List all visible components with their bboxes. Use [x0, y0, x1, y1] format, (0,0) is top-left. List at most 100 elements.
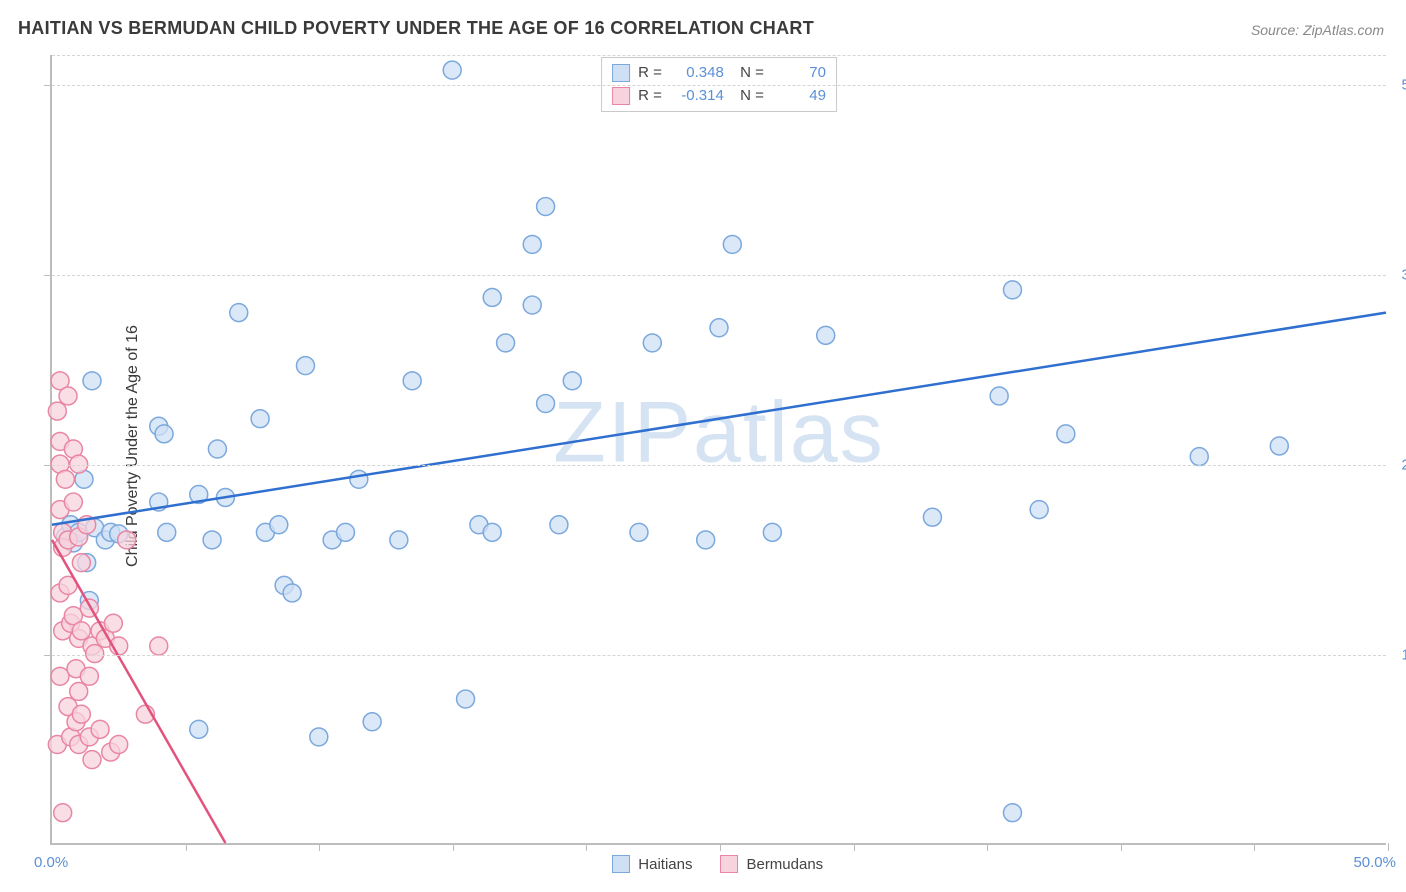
xtick: [186, 843, 187, 851]
data-point-haitians: [155, 425, 173, 443]
data-point-haitians: [537, 198, 555, 216]
r-label: R =: [638, 62, 662, 85]
data-point-bermudans: [70, 682, 88, 700]
data-point-haitians: [550, 516, 568, 534]
legend-bottom: Haitians Bermudans: [612, 855, 823, 873]
data-point-haitians: [537, 395, 555, 413]
data-point-haitians: [990, 387, 1008, 405]
data-point-haitians: [363, 713, 381, 731]
data-point-haitians: [270, 516, 288, 534]
ytick: [44, 275, 52, 276]
data-point-haitians: [83, 372, 101, 390]
data-point-haitians: [190, 720, 208, 738]
data-point-haitians: [310, 728, 328, 746]
legend-swatch-haitians: [612, 855, 630, 873]
data-point-bermudans: [59, 387, 77, 405]
gridline-h: [52, 655, 1386, 656]
gridline-h: [52, 85, 1386, 86]
n-value-haitians: 70: [772, 62, 826, 85]
ytick-label: 12.5%: [1401, 647, 1406, 664]
data-point-haitians: [1270, 437, 1288, 455]
data-point-bermudans: [72, 705, 90, 723]
swatch-bermudans: [612, 87, 630, 105]
swatch-haitians: [612, 64, 630, 82]
x-max-label: 50.0%: [1353, 854, 1396, 871]
chart-container: HAITIAN VS BERMUDAN CHILD POVERTY UNDER …: [0, 0, 1406, 892]
data-point-haitians: [697, 531, 715, 549]
data-point-haitians: [296, 357, 314, 375]
data-point-haitians: [643, 334, 661, 352]
data-point-bermudans: [104, 614, 122, 632]
data-point-haitians: [630, 523, 648, 541]
data-point-bermudans: [110, 736, 128, 754]
data-point-haitians: [1030, 501, 1048, 519]
legend-swatch-bermudans: [720, 855, 738, 873]
data-point-bermudans: [150, 637, 168, 655]
legend-item-bermudans: Bermudans: [720, 855, 823, 873]
xtick: [319, 843, 320, 851]
data-point-bermudans: [80, 667, 98, 685]
xtick: [1121, 843, 1122, 851]
data-point-haitians: [923, 508, 941, 526]
data-point-bermudans: [64, 493, 82, 511]
data-point-haitians: [523, 235, 541, 253]
data-point-bermudans: [48, 402, 66, 420]
xtick: [987, 843, 988, 851]
data-point-haitians: [230, 304, 248, 322]
n-label: N =: [732, 85, 764, 108]
data-point-bermudans: [70, 455, 88, 473]
data-point-haitians: [390, 531, 408, 549]
data-point-bermudans: [91, 720, 109, 738]
data-point-haitians: [483, 523, 501, 541]
data-point-haitians: [563, 372, 581, 390]
data-point-haitians: [443, 61, 461, 79]
data-point-haitians: [1003, 804, 1021, 822]
gridline-h: [52, 55, 1386, 56]
data-point-bermudans: [118, 531, 136, 549]
xtick: [586, 843, 587, 851]
data-point-haitians: [251, 410, 269, 428]
data-point-haitians: [336, 523, 354, 541]
data-point-haitians: [283, 584, 301, 602]
source-label: Source: ZipAtlas.com: [1251, 22, 1384, 38]
gridline-h: [52, 275, 1386, 276]
gridline-h: [52, 465, 1386, 466]
data-point-haitians: [723, 235, 741, 253]
data-point-haitians: [817, 326, 835, 344]
xtick: [453, 843, 454, 851]
x-origin-label: 0.0%: [34, 854, 68, 871]
stats-row-haitians: R = 0.348 N = 70: [612, 62, 826, 85]
stats-row-bermudans: R = -0.314 N = 49: [612, 85, 826, 108]
n-label: N =: [732, 62, 764, 85]
data-point-haitians: [203, 531, 221, 549]
xtick: [1254, 843, 1255, 851]
data-point-bermudans: [83, 751, 101, 769]
ytick: [44, 85, 52, 86]
data-point-haitians: [710, 319, 728, 337]
n-value-bermudans: 49: [772, 85, 826, 108]
data-point-haitians: [523, 296, 541, 314]
plot-area: ZIPatlas R = 0.348 N = 70 R = -0.314 N =…: [50, 55, 1386, 845]
xtick: [854, 843, 855, 851]
ytick-label: 25.0%: [1401, 457, 1406, 474]
r-value-haitians: 0.348: [670, 62, 724, 85]
data-point-bermudans: [54, 804, 72, 822]
data-point-haitians: [1057, 425, 1075, 443]
data-point-haitians: [208, 440, 226, 458]
ytick: [44, 655, 52, 656]
data-point-haitians: [1003, 281, 1021, 299]
data-point-haitians: [497, 334, 515, 352]
chart-title: HAITIAN VS BERMUDAN CHILD POVERTY UNDER …: [18, 18, 814, 39]
data-point-haitians: [763, 523, 781, 541]
data-point-bermudans: [51, 667, 69, 685]
ytick-label: 37.5%: [1401, 267, 1406, 284]
data-point-haitians: [350, 470, 368, 488]
legend-label-haitians: Haitians: [638, 856, 692, 873]
legend-item-haitians: Haitians: [612, 855, 692, 873]
legend-label-bermudans: Bermudans: [746, 856, 823, 873]
data-point-haitians: [457, 690, 475, 708]
data-point-bermudans: [56, 470, 74, 488]
r-value-bermudans: -0.314: [670, 85, 724, 108]
r-label: R =: [638, 85, 662, 108]
xtick: [720, 843, 721, 851]
